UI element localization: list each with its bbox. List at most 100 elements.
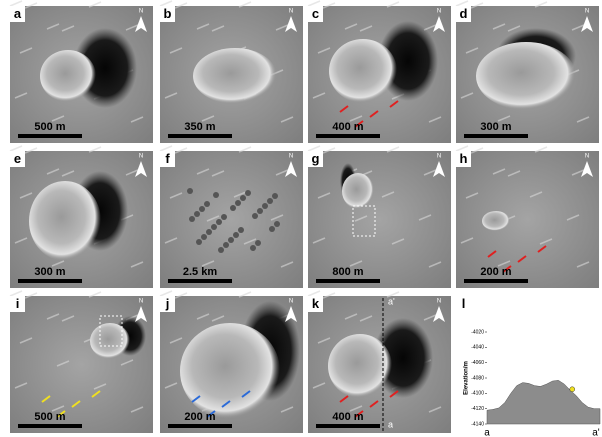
section-top: a': [388, 296, 395, 306]
panel-label: g: [312, 151, 320, 166]
scale-label: 500 m: [34, 121, 65, 133]
panel-label: h: [460, 151, 468, 166]
crater: [29, 181, 101, 261]
panel: Nc400 m: [308, 1, 451, 143]
pit: [228, 237, 234, 243]
scale-bar: [18, 279, 82, 283]
scale-label: 300 m: [480, 121, 511, 133]
panel: Ne300 m: [10, 146, 153, 288]
y-tick-label: -4100: [471, 391, 484, 397]
scale-bar: [168, 424, 232, 428]
y-tick-label: -4060: [471, 360, 484, 366]
north-label: N: [139, 299, 143, 305]
pit: [189, 216, 195, 222]
scale-label: 400 m: [332, 411, 363, 423]
north-label: N: [289, 9, 293, 15]
pit: [204, 201, 210, 207]
scale-bar: [316, 279, 380, 283]
pit: [199, 206, 205, 212]
pit: [250, 245, 256, 251]
scale-bar: [464, 279, 528, 283]
north-label: N: [289, 154, 293, 160]
pit: [240, 195, 246, 201]
y-tick-label: -4040: [471, 345, 484, 351]
panel: Nj 200 m: [160, 291, 303, 433]
pit: [255, 240, 261, 246]
north-label: N: [437, 9, 441, 15]
scale-label: 200 m: [184, 411, 215, 423]
panel-label: a: [14, 6, 22, 21]
scale-label: 2.5 km: [183, 266, 217, 278]
panel: l: [456, 296, 471, 312]
pit: [211, 224, 217, 230]
scale-label: 800 m: [332, 266, 363, 278]
figure: Na 500 m Nb350 mNc400 mNd300 m Ne300 m Nf 2.5…: [0, 0, 602, 437]
panel: Na 500 m: [10, 1, 153, 143]
north-label: N: [139, 9, 143, 15]
crater: [328, 334, 392, 398]
scale-label: 200 m: [480, 266, 511, 278]
crater: [476, 42, 576, 110]
crater: [329, 39, 397, 103]
y-tick-label: -4080: [471, 375, 484, 381]
scale-bar: [316, 424, 380, 428]
marker: [570, 387, 575, 392]
scale-bar: [18, 424, 82, 428]
panel-label: l: [462, 296, 466, 311]
pit: [235, 200, 241, 206]
pit: [196, 239, 202, 245]
panel: Nh 200 m: [456, 146, 599, 288]
crater: [90, 323, 130, 359]
pit: [269, 226, 275, 232]
scale-bar: [18, 134, 82, 138]
pit: [213, 192, 219, 198]
pit: [238, 227, 244, 233]
scale-label: 500 m: [34, 411, 65, 423]
scale-label: 350 m: [184, 121, 215, 133]
panel-label: f: [165, 151, 170, 166]
pit: [218, 247, 224, 253]
scale-label: 400 m: [332, 121, 363, 133]
scale-bar: [316, 134, 380, 138]
section-bottom: a: [388, 419, 393, 429]
panel: Ng 800 m: [308, 146, 451, 288]
crater: [482, 211, 510, 231]
profile-start: a: [484, 428, 490, 437]
y-tick-label: -4020: [471, 329, 484, 335]
north-label: N: [585, 154, 589, 160]
crater: [342, 173, 374, 209]
pit: [245, 190, 251, 196]
north-label: N: [437, 154, 441, 160]
pit: [221, 214, 227, 220]
panel-label: j: [165, 296, 170, 311]
panel: Ni 500 m: [10, 291, 153, 433]
scale-label: 300 m: [34, 266, 65, 278]
profile-end: a': [592, 428, 600, 437]
pit: [233, 232, 239, 238]
crater: [180, 323, 280, 419]
crater: [193, 48, 277, 104]
pit: [262, 203, 268, 209]
pit: [201, 234, 207, 240]
y-tick-label: -4120: [471, 406, 484, 412]
crater: [40, 50, 96, 102]
pit: [230, 205, 236, 211]
pit: [267, 198, 273, 204]
north-label: N: [289, 299, 293, 305]
pit: [187, 188, 193, 194]
pit: [272, 193, 278, 199]
pit: [274, 221, 280, 227]
scale-bar: [168, 279, 232, 283]
elevation-profile: [487, 380, 600, 424]
scale-bar: [168, 134, 232, 138]
y-tick-label: -4140: [471, 421, 484, 427]
scale-bar: [464, 134, 528, 138]
panel: Nf 2.5 km: [160, 146, 303, 288]
y-axis-label: Elevation/m: [464, 361, 470, 395]
pit: [206, 229, 212, 235]
panel-label: k: [312, 296, 320, 311]
panel-label: i: [16, 296, 20, 311]
north-label: N: [437, 299, 441, 305]
